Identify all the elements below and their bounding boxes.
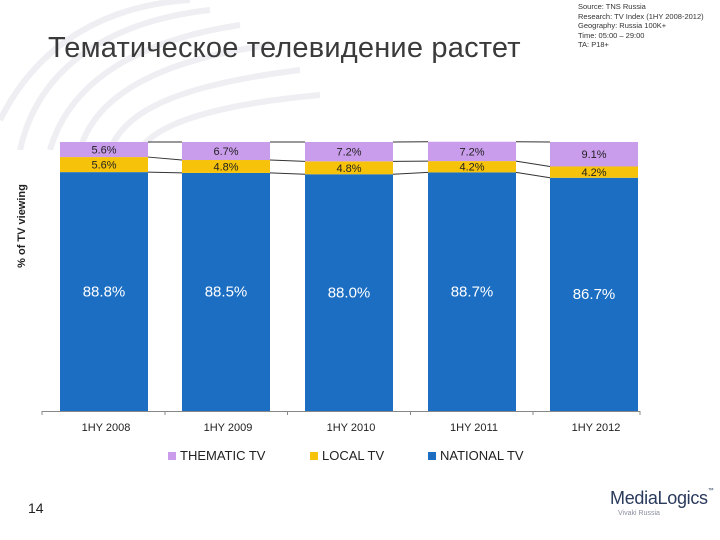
data-label-thematic-tv: 9.1% (581, 149, 606, 161)
legend-swatch-local (310, 451, 318, 460)
legend-swatch-national (428, 451, 436, 460)
bar-thematic-tv (305, 142, 393, 162)
bar-thematic-tv (60, 142, 148, 158)
source-line: Geography: Russia 100K+ (578, 21, 667, 31)
data-label-local-tv: 4.8% (213, 161, 238, 173)
bar-local-tv (550, 166, 638, 178)
source-line: Research: TV Index (1HY 2008-2012) (578, 11, 704, 21)
logo-subtitle: Vivaki Russia (618, 510, 660, 517)
data-label-national-tv: 88.0% (328, 284, 371, 301)
x-tick-label: 1HY 2008 (82, 422, 131, 434)
data-label-national-tv: 88.8% (83, 283, 126, 300)
bar-local-tv (60, 157, 148, 173)
y-axis-label: % of TV viewing (16, 184, 28, 268)
data-label-local-tv: 5.6% (91, 160, 116, 172)
x-tick-label: 1HY 2009 (204, 422, 253, 434)
series-connector-line (269, 172, 306, 175)
series-connector-line (147, 156, 183, 161)
legend-label-local: LOCAL TV (322, 448, 385, 463)
data-label-thematic-tv: 6.7% (213, 146, 238, 158)
bar-national-tv (428, 172, 516, 411)
page-number: 14 (28, 500, 44, 516)
series-connector-line (515, 160, 551, 167)
series-connector-line (392, 171, 429, 175)
series-connector-line (269, 159, 306, 162)
bar-local-tv (305, 161, 393, 175)
bar-local-tv (182, 160, 270, 173)
bar-thematic-tv (182, 142, 270, 161)
data-label-thematic-tv: 7.2% (336, 147, 361, 159)
bar-national-tv (182, 172, 270, 411)
series-connector-line (147, 171, 183, 174)
data-label-national-tv: 86.7% (573, 286, 616, 303)
background-pattern (0, 0, 321, 150)
data-label-national-tv: 88.5% (205, 284, 248, 301)
legend-swatch-thematic (168, 451, 176, 460)
page-title: Тематическое телевидение растет (48, 32, 521, 64)
data-label-local-tv: 4.2% (459, 162, 484, 174)
legend-label-national: NATIONAL TV (440, 448, 524, 463)
data-label-thematic-tv: 7.2% (459, 146, 484, 158)
bar-thematic-tv (550, 142, 638, 167)
legend-item-national: NATIONAL TV (428, 448, 524, 463)
source-line: Source: TNS Russia (578, 2, 646, 11)
source-line: Time: 05:00 – 29:00 (578, 30, 645, 40)
data-label-thematic-tv: 5.6% (91, 145, 116, 157)
data-label-national-tv: 88.7% (451, 283, 494, 300)
bar-national-tv (550, 177, 638, 411)
legend-item-thematic: THEMATIC TV (168, 448, 265, 463)
x-tick-label: 1HY 2010 (327, 422, 376, 434)
bar-national-tv (305, 174, 393, 411)
source-line: TA: P18+ (578, 40, 609, 50)
bar-national-tv (60, 172, 148, 411)
bar-thematic-tv (428, 141, 516, 162)
legend-item-local: LOCAL TV (310, 448, 384, 463)
company-logo: MediaLogics™ Vivaki Russia (610, 488, 714, 517)
bar-local-tv (428, 161, 516, 173)
source-note: Source: TNS Russia Research: TV Index (1… (578, 2, 704, 50)
logo-name: MediaLogics™ (610, 488, 714, 508)
legend-label-thematic: THEMATIC TV (180, 448, 266, 463)
series-connector-line (515, 171, 551, 179)
data-label-local-tv: 4.8% (336, 163, 361, 175)
x-tick-label: 1HY 2011 (450, 422, 498, 434)
x-tick-label: 1HY 2012 (572, 422, 621, 434)
data-label-local-tv: 4.2% (581, 167, 606, 179)
